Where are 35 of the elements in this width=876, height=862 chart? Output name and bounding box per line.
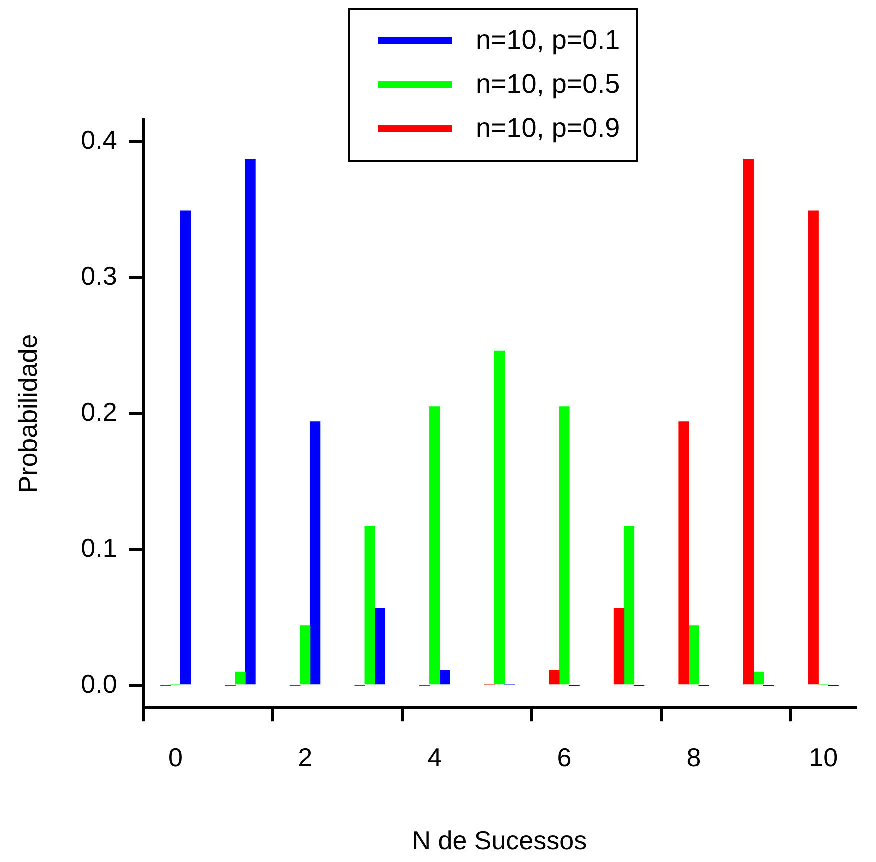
y-tick-label: 0.0 — [81, 669, 118, 700]
x-tick-label: 6 — [557, 742, 572, 772]
bar — [245, 159, 256, 685]
bar — [440, 670, 450, 685]
bar — [549, 670, 560, 685]
legend-label: n=10, p=0.9 — [476, 112, 620, 144]
x-tick-label: 8 — [686, 742, 702, 772]
legend-label: n=10, p=0.1 — [476, 24, 620, 56]
bar — [678, 422, 690, 685]
bar — [743, 159, 754, 685]
legend-label: n=10, p=0.5 — [476, 68, 620, 100]
x-tick-label: 4 — [428, 742, 442, 772]
x-axis-title: N de Sucessos — [412, 826, 588, 856]
bar — [494, 350, 505, 685]
x-tick-label: 2 — [298, 742, 313, 772]
y-axis-title: Probabilidade — [12, 334, 43, 494]
bar — [300, 626, 311, 685]
x-tick-label: 10 — [809, 742, 838, 772]
x-tick-label: 0 — [168, 742, 183, 772]
bar — [235, 672, 246, 685]
bar — [559, 406, 570, 685]
bar — [624, 526, 635, 685]
bar — [310, 422, 321, 685]
bar — [430, 406, 440, 685]
y-tick-label: 0.1 — [81, 532, 118, 563]
bar — [374, 608, 386, 685]
bar — [614, 608, 625, 685]
y-tick-label: 0.3 — [81, 260, 118, 291]
bar — [808, 210, 819, 685]
bar — [180, 210, 192, 685]
y-tick-label: 0.2 — [81, 396, 118, 427]
bar — [364, 526, 376, 685]
bar — [753, 672, 764, 685]
y-tick-label: 0.4 — [81, 124, 118, 155]
bar — [688, 626, 700, 685]
